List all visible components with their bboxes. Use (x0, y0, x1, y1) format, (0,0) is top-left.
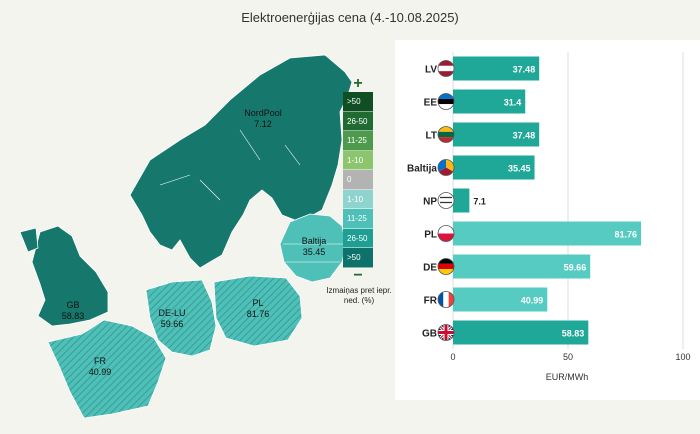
bar (453, 287, 548, 312)
legend-item: 26-50 (343, 111, 373, 131)
x-tick-label: 50 (563, 352, 573, 362)
bar (453, 188, 470, 213)
category-label: EE (424, 98, 438, 109)
map-label-name: GB (66, 300, 80, 310)
map-label-value: 40.99 (88, 367, 112, 377)
category-label: PL (424, 230, 437, 241)
latvia-flag-icon (438, 60, 454, 77)
value-label: 7.1 (473, 197, 486, 207)
bar (453, 122, 540, 147)
bar (453, 155, 535, 180)
legend-item: >50 (343, 248, 373, 268)
estonia-flag-icon (438, 93, 454, 110)
legend-minus-sign: − (353, 267, 363, 284)
gb-region (31, 225, 109, 327)
legend-item: 1-10 (343, 189, 373, 209)
category-label: FR (424, 296, 438, 307)
legend-item: 0 (343, 170, 373, 190)
flag-outline (437, 258, 455, 275)
map-label-value: 35.45 (302, 247, 326, 257)
value-label: 59.66 (564, 263, 587, 273)
legend-caption: Izmaiņas pret iepr. ned. (%) (326, 286, 392, 305)
value-label: 35.45 (508, 164, 531, 174)
bar (453, 89, 526, 114)
map-label-name: DE-LU (158, 308, 186, 318)
map-label-gb: GB 58.83 (62, 300, 85, 322)
pl-region (213, 275, 303, 347)
value-label: 58.83 (562, 329, 585, 339)
de-lu-region (145, 279, 217, 357)
map-label-value: 7.12 (254, 119, 272, 129)
category-label: LV (425, 65, 437, 76)
category-label: Baltija (407, 164, 437, 175)
map-label-nordpool: NordPool 7.12 (244, 108, 282, 130)
uk-flag-icon (438, 324, 454, 341)
flag-outline (437, 225, 455, 242)
bar (453, 56, 540, 81)
x-tick-label: 0 (450, 352, 455, 362)
category-label: DE (423, 263, 437, 274)
category-label: NP (423, 197, 437, 208)
map-label-de-lu: DE-LU 59.66 (158, 308, 185, 330)
fr-region (47, 319, 167, 419)
x-tick-label: 100 (675, 352, 690, 362)
flag-outline (437, 192, 455, 209)
nordpool-icon (438, 192, 454, 209)
poland-flag-icon (438, 225, 454, 242)
value-label: 81.76 (615, 230, 638, 240)
page-title: Elektroenerģijas cena (4.-10.08.2025) (241, 10, 459, 25)
legend-plus-sign: + (353, 75, 363, 92)
flag-outline (437, 159, 455, 176)
flag-outline (437, 126, 455, 143)
bar (453, 254, 591, 279)
legend-item: >50 (343, 92, 373, 112)
legend-item: 26-50 (343, 228, 373, 248)
map-label-name: NordPool (244, 108, 282, 118)
map-label-value: 59.66 (160, 319, 184, 329)
value-label: 40.99 (521, 296, 544, 306)
flag-outline (437, 324, 455, 341)
map-label-value: 81.76 (246, 309, 270, 319)
x-axis-label: EUR/MWh (545, 372, 589, 382)
value-label: 37.48 (513, 131, 536, 141)
category-label: LT (426, 131, 437, 142)
legend-item: 1-10 (343, 150, 373, 170)
value-label: 31.4 (504, 98, 522, 108)
flag-outline (437, 93, 455, 110)
legend-item: 11-25 (343, 209, 373, 229)
map-label-pl: PL 81.76 (247, 298, 270, 320)
legend: >50 26-50 11-25 1-10 0 1-10 11-25 26-50 >50 (343, 92, 373, 268)
map-label-fr: FR 40.99 (89, 356, 112, 378)
baltija-region (279, 213, 347, 283)
bar (453, 320, 589, 345)
flag-outline (437, 291, 455, 308)
germany-flag-icon (438, 258, 454, 275)
bar (453, 221, 642, 246)
france-flag-icon (438, 291, 454, 308)
legend-item: 11-25 (343, 131, 373, 151)
value-label: 37.48 (513, 65, 536, 75)
map-label-name: FR (94, 356, 106, 366)
category-label: GB (422, 329, 437, 340)
map-label-name: Baltija (301, 236, 327, 246)
map-label-name: PL (252, 298, 264, 308)
map-label-value: 58.83 (61, 311, 85, 321)
map-label-baltija: Baltija 35.45 (302, 236, 327, 258)
lithuania-flag-icon (438, 126, 454, 143)
flag-outline (437, 60, 455, 77)
